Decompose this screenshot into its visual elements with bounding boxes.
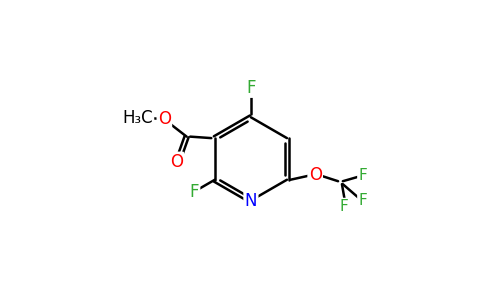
Text: N: N [245,191,257,209]
Text: F: F [190,183,199,201]
Text: F: F [246,79,256,97]
Text: F: F [358,168,367,183]
Text: F: F [358,193,367,208]
Text: O: O [170,153,183,171]
Text: F: F [339,199,348,214]
Text: O: O [309,166,322,184]
Text: H₃C: H₃C [122,109,153,127]
Text: O: O [158,110,171,128]
